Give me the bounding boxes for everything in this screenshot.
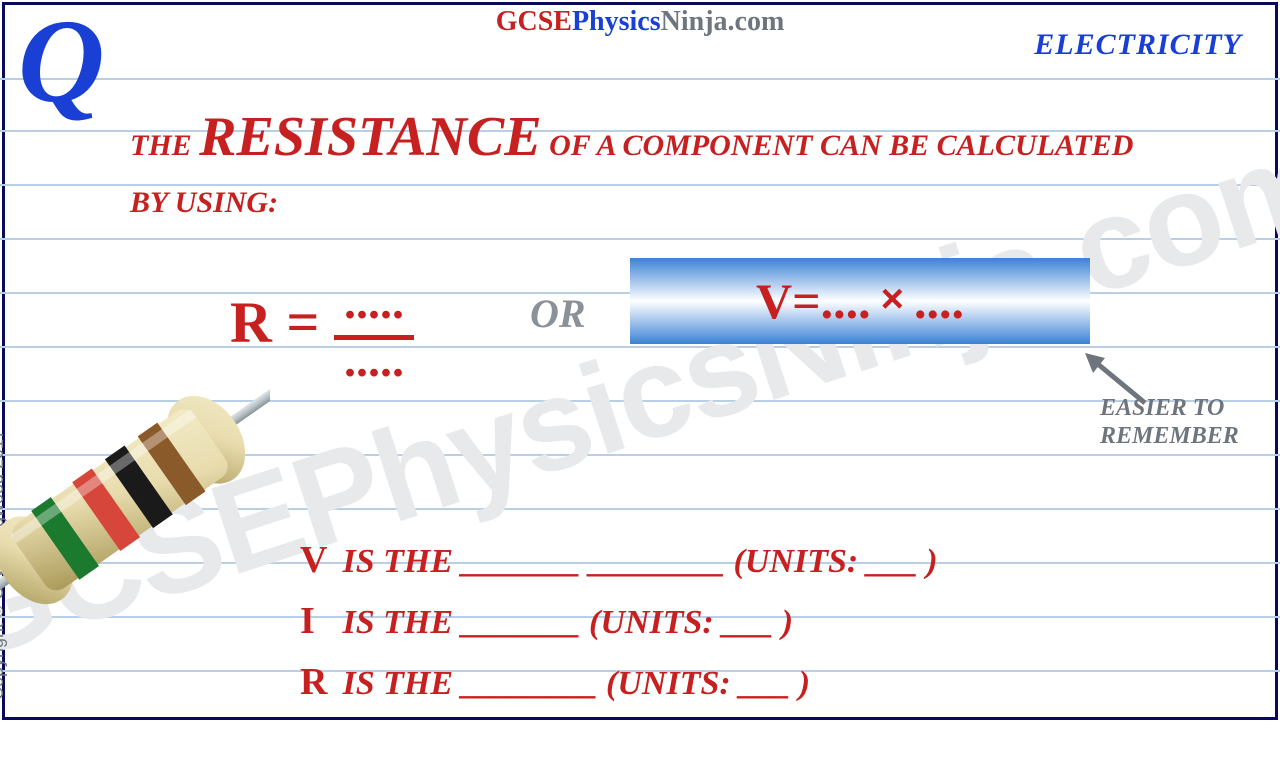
heading-pre: THE bbox=[130, 129, 199, 162]
definitions-block: V IS THE _______ ________ (UNITS: ___ ) … bbox=[300, 530, 938, 712]
formula2-b: .... bbox=[914, 272, 964, 330]
def-v-row: V IS THE _______ ________ (UNITS: ___ ) bbox=[300, 530, 938, 591]
formula2-eq: = bbox=[792, 272, 821, 330]
heading-keyword: RESISTANCE bbox=[199, 106, 541, 168]
formula1-eq: = bbox=[272, 289, 334, 354]
site-part-ninja: Ninja.com bbox=[661, 6, 785, 37]
formula-v-box: V = .... × .... bbox=[630, 258, 1090, 344]
multiply-icon: × bbox=[881, 277, 904, 322]
content-layer: Q GCSEPhysicsNinja.com ELECTRICITY Copyr… bbox=[0, 0, 1280, 720]
easier-label: EASIER TO REMEMBER bbox=[1100, 395, 1260, 450]
def-i-var: I bbox=[300, 591, 334, 652]
topic-label: ELECTRICITY bbox=[1034, 28, 1242, 62]
def-v-text: IS THE _______ ________ (UNITS: ___ ) bbox=[334, 543, 938, 580]
def-r-row: R IS THE ________ (UNITS: ___ ) bbox=[300, 652, 938, 713]
formula2-lhs: V bbox=[756, 272, 792, 330]
formula1-denominator: ..... bbox=[344, 328, 404, 387]
def-i-row: I IS THE _______ (UNITS: ___ ) bbox=[300, 591, 938, 652]
heading-line2: BY USING: bbox=[130, 186, 278, 219]
formula2-a: .... bbox=[821, 272, 871, 330]
heading-text: THE RESISTANCE OF A COMPONENT CAN BE CAL… bbox=[130, 100, 1220, 224]
site-part-gcse: GCSE bbox=[496, 6, 572, 37]
def-i-text: IS THE _______ (UNITS: ___ ) bbox=[334, 604, 793, 641]
or-label: OR bbox=[530, 290, 586, 337]
def-r-text: IS THE ________ (UNITS: ___ ) bbox=[334, 665, 810, 702]
site-part-physics: Physics bbox=[572, 6, 661, 37]
heading-post1: OF A COMPONENT CAN BE CALCULATED bbox=[542, 129, 1134, 162]
formula1-fraction: .......... bbox=[334, 270, 414, 386]
resistor-icon bbox=[0, 240, 270, 760]
def-r-var: R bbox=[300, 652, 334, 713]
def-v-var: V bbox=[300, 530, 334, 591]
